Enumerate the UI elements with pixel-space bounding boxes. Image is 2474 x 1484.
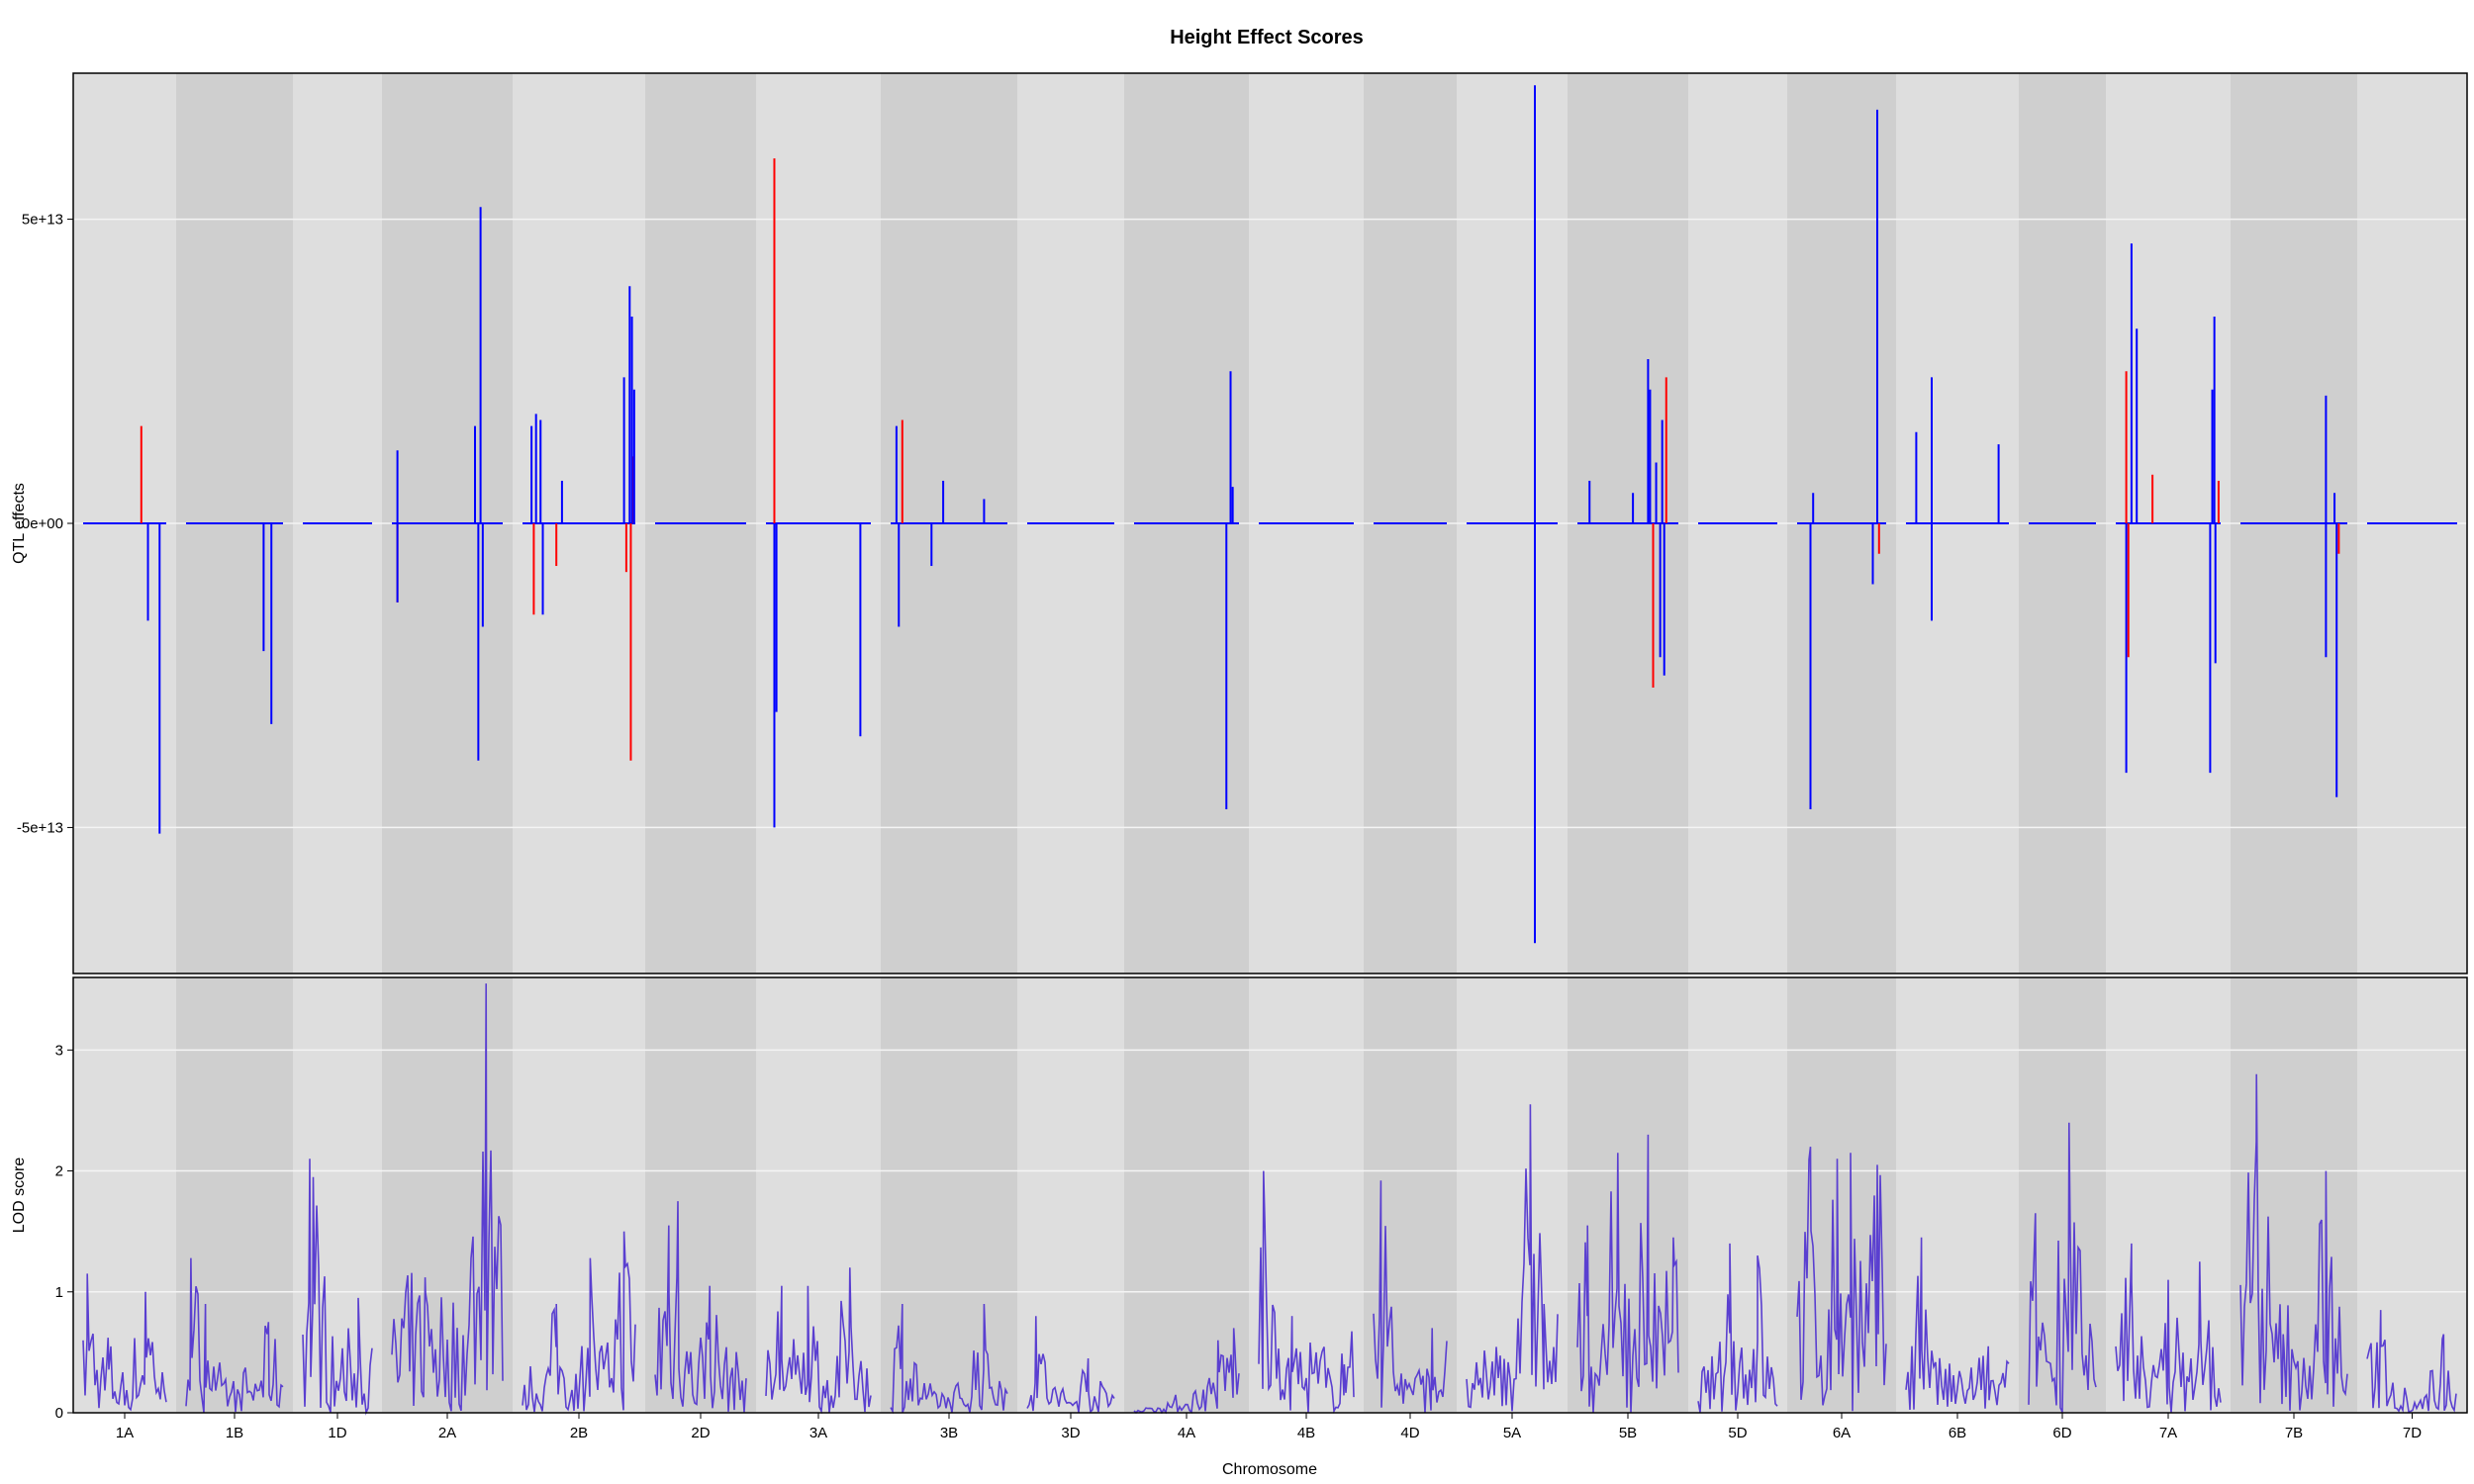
bottom-band-7D — [2357, 977, 2467, 1413]
bottom-band-5D — [1688, 977, 1787, 1413]
bottom-band-2B — [513, 977, 645, 1413]
top-y-ticks: 5e+13 0e+00 -5e+13 — [17, 212, 73, 836]
bottom-y-tick-label: 1 — [55, 1284, 63, 1301]
bottom-y-tick-label: 2 — [55, 1163, 63, 1180]
x-axis-title: Chromosome — [1222, 1461, 1317, 1478]
x-tick-label-4D: 4D — [1400, 1425, 1419, 1441]
x-tick-label-1D: 1D — [328, 1425, 346, 1441]
x-tick-label-6D: 6D — [2052, 1425, 2071, 1441]
bottom-band-6B — [1896, 977, 2019, 1413]
lod-trace-7D — [2366, 1310, 2457, 1414]
lod-trace-5B — [1576, 1134, 1679, 1413]
lod-trace-1A — [82, 1273, 167, 1412]
lod-trace-1D — [302, 1159, 373, 1416]
lod-score-series — [82, 983, 2457, 1416]
x-tick-label-4A: 4A — [1178, 1425, 1195, 1441]
lod-score-panel: 0 1 2 3 LOD score — [11, 976, 2468, 1422]
lod-trace-4A — [1133, 1328, 1240, 1415]
bottom-band-3D — [1017, 977, 1124, 1413]
lod-trace-1B — [185, 1257, 284, 1414]
lod-trace-4D — [1373, 1180, 1448, 1413]
x-tick-label-1A: 1A — [116, 1425, 134, 1441]
x-tick-label-2A: 2A — [438, 1425, 456, 1441]
x-tick-label-7D: 7D — [2403, 1425, 2422, 1441]
lod-trace-3A — [765, 1267, 872, 1415]
x-tick-label-3B: 3B — [940, 1425, 958, 1441]
bottom-y-axis-title: LOD score — [11, 1158, 28, 1234]
bottom-y-tick-label: 3 — [55, 1042, 63, 1059]
lod-trace-6B — [1905, 1237, 2010, 1411]
top-y-tick-label: 0e+00 — [22, 515, 63, 532]
x-tick-label-5B: 5B — [1619, 1425, 1637, 1441]
lod-trace-3D — [1026, 1316, 1115, 1414]
x-tick-label-2B: 2B — [570, 1425, 588, 1441]
bottom-band-4D — [1364, 977, 1457, 1413]
lod-trace-7A — [2115, 1243, 2222, 1413]
lod-trace-6A — [1796, 1147, 1887, 1412]
lod-trace-5D — [1697, 1243, 1778, 1413]
qtl-effect-series — [83, 85, 2457, 944]
x-tick-label-3D: 3D — [1061, 1425, 1080, 1441]
x-tick-label-5A: 5A — [1503, 1425, 1521, 1441]
bottom-y-ticks: 0 1 2 3 — [55, 1042, 73, 1422]
bottom-band-5A — [1457, 977, 1568, 1413]
bottom-panel-border — [72, 976, 2468, 1414]
bottom-band-3A — [756, 977, 881, 1413]
x-tick-label-4B: 4B — [1297, 1425, 1315, 1441]
lod-trace-2B — [522, 1231, 636, 1413]
chromosome-tick-labels: 1A 1B 1D 2A 2B 2D 3A 3B 3D 4A 4B 4D 5A 5B 5D 6A 6B 6D 7A 7B… — [116, 1413, 2422, 1441]
lod-trace-4B — [1258, 1170, 1355, 1415]
top-y-tick-label: 5e+13 — [22, 212, 63, 229]
bottom-y-tick-label: 0 — [55, 1405, 63, 1422]
lod-trace-3B — [890, 1303, 1008, 1415]
x-tick-label-7A: 7A — [2159, 1425, 2177, 1441]
qtl-effects-panel: 5e+13 0e+00 -5e+13 QTL effects — [11, 72, 2468, 974]
x-tick-label-1B: 1B — [226, 1425, 243, 1441]
bottom-band-4A — [1124, 977, 1249, 1413]
x-tick-label-2D: 2D — [691, 1425, 710, 1441]
x-tick-label-6B: 6B — [1949, 1425, 1966, 1441]
bottom-band-4B — [1249, 977, 1364, 1413]
lod-trace-2D — [654, 1201, 747, 1413]
x-tick-label-3A: 3A — [809, 1425, 827, 1441]
chart-title: Height Effect Scores — [1170, 27, 1364, 48]
lod-trace-2A — [391, 983, 504, 1412]
x-tick-label-5D: 5D — [1728, 1425, 1747, 1441]
x-tick-label-6A: 6A — [1833, 1425, 1851, 1441]
top-y-tick-label: -5e+13 — [17, 819, 63, 836]
x-tick-label-7B: 7B — [2285, 1425, 2303, 1441]
lod-trace-7B — [2239, 1073, 2348, 1411]
lod-trace-5A — [1466, 1104, 1559, 1412]
top-y-axis-title: QTL effects — [11, 483, 28, 564]
